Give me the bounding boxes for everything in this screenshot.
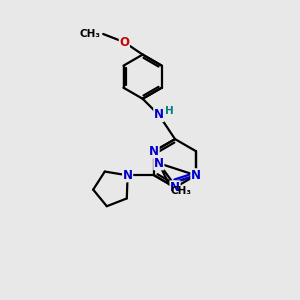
Text: N: N bbox=[149, 145, 159, 158]
Text: N: N bbox=[154, 157, 164, 170]
Text: N: N bbox=[123, 169, 133, 182]
Text: N: N bbox=[191, 169, 201, 182]
Text: H: H bbox=[165, 106, 174, 116]
Text: N: N bbox=[170, 181, 180, 194]
Text: CH₃: CH₃ bbox=[80, 29, 101, 39]
Text: O: O bbox=[119, 36, 129, 49]
Text: N: N bbox=[154, 109, 164, 122]
Text: CH₃: CH₃ bbox=[171, 186, 192, 196]
